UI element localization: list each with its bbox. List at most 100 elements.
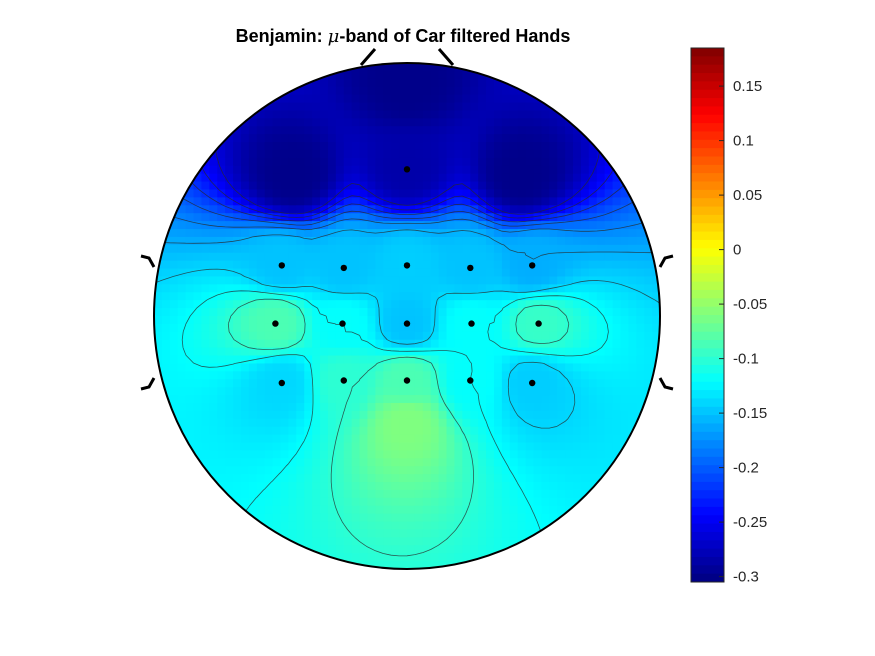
heatmap-cell xyxy=(422,395,432,404)
heatmap-cell xyxy=(636,244,645,254)
heatmap-cell xyxy=(288,331,297,341)
heatmap-cell xyxy=(367,173,376,183)
heatmap-cell xyxy=(541,260,550,270)
heatmap-cell xyxy=(312,268,321,278)
heatmap-cell xyxy=(351,292,361,301)
heatmap-cell xyxy=(549,482,558,491)
heatmap-cell xyxy=(430,410,440,420)
heatmap-cell xyxy=(414,426,424,436)
heatmap-cell xyxy=(493,355,503,365)
heatmap-cell xyxy=(430,70,440,80)
heatmap-cell xyxy=(248,157,258,167)
heatmap-cell xyxy=(486,94,495,104)
heatmap-cell xyxy=(462,236,471,246)
heatmap-cell xyxy=(264,268,274,278)
heatmap-cell xyxy=(525,142,535,151)
heatmap-cell xyxy=(557,157,566,167)
heatmap-cell xyxy=(580,165,590,175)
heatmap-cell xyxy=(296,489,305,499)
heatmap-cell xyxy=(509,466,519,475)
heatmap-cell xyxy=(493,221,503,230)
heatmap-cell xyxy=(367,157,376,167)
heatmap-cell xyxy=(185,323,195,333)
heatmap-cell xyxy=(335,118,345,127)
heatmap-cell xyxy=(343,379,353,388)
heatmap-cell xyxy=(351,189,361,199)
heatmap-cell xyxy=(501,197,511,206)
heatmap-cell xyxy=(557,497,566,507)
heatmap-cell xyxy=(312,418,321,428)
heatmap-cell xyxy=(549,347,558,357)
heatmap-cell xyxy=(185,347,195,357)
heatmap-cell xyxy=(280,149,290,159)
heatmap-cell xyxy=(478,521,487,531)
heatmap-cell xyxy=(549,497,558,507)
heatmap-cell xyxy=(154,323,163,333)
heatmap-cell xyxy=(430,482,440,491)
heatmap-cell xyxy=(343,94,353,104)
heatmap-cell xyxy=(391,142,400,151)
heatmap-cell xyxy=(359,134,369,143)
heatmap-cell xyxy=(549,355,558,365)
heatmap-cell xyxy=(280,529,290,538)
heatmap-cell xyxy=(240,410,250,420)
heatmap-cell xyxy=(430,292,440,301)
heatmap-cell xyxy=(264,244,274,254)
heatmap-cell xyxy=(636,252,645,262)
heatmap-cell xyxy=(177,236,187,246)
heatmap-cell xyxy=(604,260,614,270)
heatmap-cell xyxy=(312,244,321,254)
heatmap-cell xyxy=(264,300,274,309)
heatmap-cell xyxy=(486,347,495,357)
colorbar-frame xyxy=(690,47,725,583)
heatmap-cell xyxy=(296,126,305,135)
heatmap-cell xyxy=(407,521,416,531)
heatmap-cell xyxy=(343,197,353,206)
heatmap-cell xyxy=(565,244,574,254)
heatmap-cell xyxy=(351,323,361,333)
heatmap-cell xyxy=(264,165,274,175)
heatmap-cell xyxy=(312,126,321,135)
heatmap-cell xyxy=(351,102,361,112)
heatmap-cell xyxy=(209,236,218,246)
heatmap-cell xyxy=(343,410,353,420)
heatmap-cell xyxy=(517,316,527,325)
heatmap-cell xyxy=(177,260,187,270)
heatmap-cell xyxy=(312,134,321,143)
heatmap-cell xyxy=(501,521,511,531)
heatmap-cell xyxy=(422,197,432,206)
heatmap-cell xyxy=(478,244,487,254)
heatmap-cell xyxy=(509,244,519,254)
heatmap-cell xyxy=(391,363,400,372)
heatmap-cell xyxy=(573,410,582,420)
heatmap-cell xyxy=(509,316,519,325)
heatmap-cell xyxy=(612,229,622,238)
heatmap-cell xyxy=(367,537,376,546)
heatmap-cell xyxy=(557,173,566,183)
heatmap-cell xyxy=(248,482,258,491)
heatmap-cell xyxy=(422,165,432,175)
heatmap-cell xyxy=(312,395,321,404)
heatmap-cell xyxy=(620,236,629,246)
heatmap-cell xyxy=(486,513,495,523)
heatmap-cell xyxy=(312,229,321,238)
heatmap-cell xyxy=(248,505,258,515)
heatmap-cell xyxy=(644,308,653,317)
heatmap-cell xyxy=(225,379,234,388)
heatmap-cell xyxy=(438,521,448,531)
heatmap-cell xyxy=(391,94,400,104)
heatmap-cell xyxy=(541,505,550,515)
heatmap-cell xyxy=(438,70,448,80)
heatmap-cell xyxy=(596,189,606,199)
heatmap-cell xyxy=(509,126,519,135)
heatmap-cell xyxy=(644,260,653,270)
heatmap-cell xyxy=(486,402,495,412)
heatmap-cell xyxy=(217,339,226,349)
heatmap-cell xyxy=(177,402,187,412)
heatmap-cell xyxy=(470,513,479,523)
heatmap-cell xyxy=(343,363,353,372)
heatmap-cell xyxy=(367,529,376,538)
heatmap-cell xyxy=(304,482,313,491)
colorbar-tick-label: 0.1 xyxy=(733,133,754,150)
heatmap-cell xyxy=(256,157,266,167)
